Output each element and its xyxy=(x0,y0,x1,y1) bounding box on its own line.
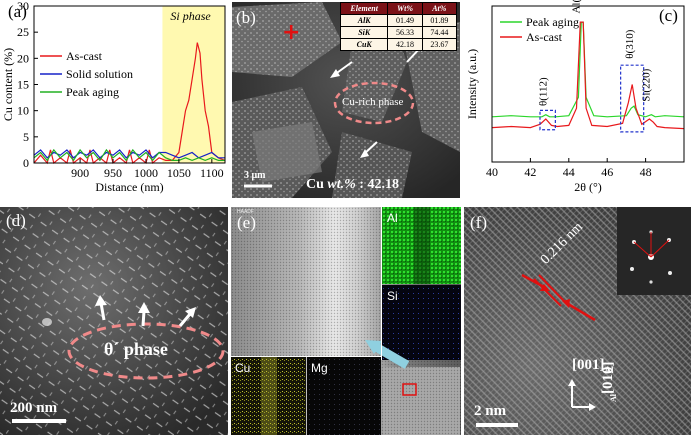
panel-a: 0 5 10 15 20 25 30 900 950 1000 1050 1100 Distance (… xyxy=(0,0,230,205)
edx-row: AlK 01.49 01.89 xyxy=(339,14,458,27)
panel-b-scalebar: 3 μm xyxy=(244,170,266,181)
x-tick-label: 42 xyxy=(524,165,536,179)
tem-image-d xyxy=(0,207,228,435)
plot-frame xyxy=(491,5,685,163)
y-tick-label: 10 xyxy=(17,104,29,118)
si-phase-label: Si phase xyxy=(170,9,211,23)
series-line-as-cast xyxy=(491,21,685,130)
x-tick-label: 1000 xyxy=(134,166,158,180)
panel-f: (f) 0.216 nm [001]Al Al[010] 2 nm xyxy=(464,207,691,435)
panel-f-scalebar: 2 nm xyxy=(474,403,507,419)
panel-b-label: (b) xyxy=(236,8,256,27)
x-tick-label: 48 xyxy=(640,165,652,179)
x-tick-label: 950 xyxy=(104,166,122,180)
y-tick-label: 15 xyxy=(17,78,29,92)
legend-label: Peak aging xyxy=(66,85,119,99)
y-axis-label: Cu content (%) xyxy=(1,48,15,121)
haadf-image xyxy=(231,207,461,435)
panel-f-label: (f) xyxy=(470,213,487,232)
legend-label: Peak aging xyxy=(526,15,579,29)
peak-label: θ(112) xyxy=(538,77,550,106)
y-axis-label: Intensity (a.u.) xyxy=(465,49,479,119)
panel-b: (b) + Cu-rich phase 3 μm Cu wt.% : 42.18… xyxy=(232,2,460,198)
si-phase-region xyxy=(162,6,225,163)
peak-label: Al(200) xyxy=(570,0,582,14)
edx-header: Wt% xyxy=(387,2,423,15)
y-tick-label: 0 xyxy=(23,156,29,170)
red-cross-marker: + xyxy=(282,20,301,45)
edx-header: At% xyxy=(421,2,458,15)
chart-a: 0 5 10 15 20 25 30 900 950 1000 1050 1100 Distance (… xyxy=(1,0,226,194)
legend-label: As-cast xyxy=(526,30,563,44)
edx-table: Element Wt% At% AlK 01.49 01.89 SiK 56.3… xyxy=(339,2,458,51)
legend-label: As-cast xyxy=(66,49,103,63)
y-tick-label: 30 xyxy=(17,0,29,13)
legend-label: Solid solution xyxy=(66,67,133,81)
map-label-al: Al xyxy=(387,211,398,225)
x-tick-label: 46 xyxy=(601,165,613,179)
direction-label: Al[010] xyxy=(600,361,618,403)
x-axis-label: Distance (nm) xyxy=(95,180,163,194)
panel-e-label: (e) xyxy=(237,213,256,232)
y-tick-label: 20 xyxy=(17,51,29,65)
panel-a-label: (a) xyxy=(8,2,27,21)
x-tick-label: 1050 xyxy=(167,166,191,180)
x-tick-label: 1100 xyxy=(200,166,224,180)
haadf-tag: HAADF xyxy=(237,209,254,215)
hrtem-image xyxy=(464,207,691,435)
panel-e: (e) HAADF Al Si Cu Mg xyxy=(231,207,461,435)
x-tick-label: 44 xyxy=(563,165,575,179)
chart-c: 40 42 44 46 48 2θ (°) Intensity (a.u.) θ(112) Al… xyxy=(465,0,685,194)
edx-header: Element xyxy=(339,2,389,15)
cu-rich-phase-label: Cu-rich phase xyxy=(342,96,404,108)
series-line-peak-aging xyxy=(33,148,225,162)
x-tick-label: 40 xyxy=(486,165,498,179)
edx-row: CuK 42.18 23.67 xyxy=(339,38,458,51)
x-tick-label: 900 xyxy=(71,166,89,180)
theta310-box xyxy=(620,64,645,133)
y-tick-label: 25 xyxy=(17,25,29,39)
panel-d-label: (d) xyxy=(6,211,26,230)
map-label-si: Si xyxy=(387,289,398,303)
panel-c-label: (c) xyxy=(659,6,678,25)
panel-d: (d) θ´ phase 200 nm xyxy=(0,207,228,435)
map-label-mg: Mg xyxy=(311,361,328,375)
panel-c: 40 42 44 46 48 2θ (°) Intensity (a.u.) θ(112) Al… xyxy=(462,0,691,205)
peak-label: θ(310) xyxy=(624,29,636,58)
x-axis-label: 2θ (°) xyxy=(574,180,602,194)
map-label-cu: Cu xyxy=(235,361,251,375)
zone-axis-label: [001]Al xyxy=(572,357,614,375)
panel-d-scalebar: 200 nm xyxy=(10,400,58,416)
theta112-box xyxy=(539,109,556,131)
y-tick-label: 5 xyxy=(23,130,29,144)
series-line-as-cast xyxy=(33,42,226,165)
cu-wt-text: Cu wt.% : 42.18 xyxy=(306,177,399,192)
theta-phase-label: θ´ phase xyxy=(104,339,168,359)
edx-row: SiK 56.33 74.44 xyxy=(339,26,458,39)
peak-label: Si(220) xyxy=(640,68,652,101)
